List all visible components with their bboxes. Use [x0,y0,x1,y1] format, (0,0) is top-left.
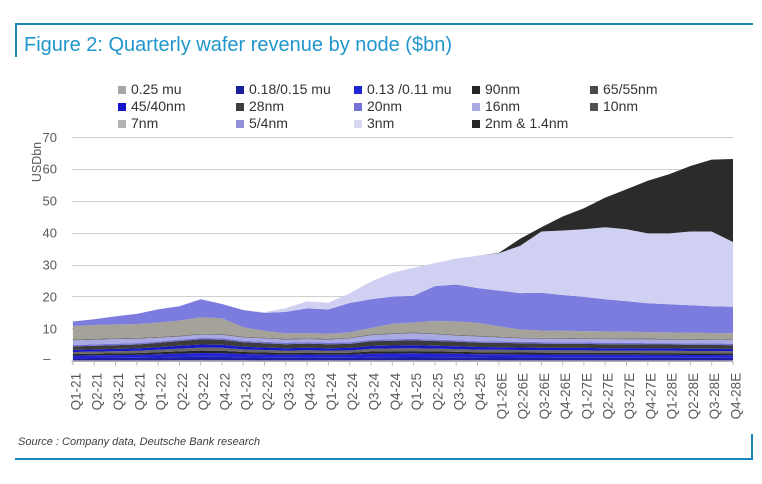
svg-text:Q1-23: Q1-23 [239,373,254,411]
svg-text:Q4-28E: Q4-28E [729,373,744,420]
svg-text:Q3-25: Q3-25 [452,373,467,411]
svg-text:Q2-26E: Q2-26E [516,373,531,420]
svg-text:Q1-26E: Q1-26E [494,373,509,420]
svg-text:Q4-27E: Q4-27E [643,373,658,420]
svg-text:28nm: 28nm [249,98,284,114]
svg-text:Q4-21: Q4-21 [132,373,147,411]
svg-text:–: – [43,351,51,366]
svg-text:50: 50 [43,194,57,209]
svg-text:Q3-22: Q3-22 [196,373,211,411]
svg-text:5/4nm: 5/4nm [249,115,288,131]
svg-text:Q2-25: Q2-25 [430,373,445,411]
svg-text:40: 40 [43,226,57,241]
svg-text:Q2-23: Q2-23 [260,373,275,411]
svg-text:30: 30 [43,258,57,273]
svg-text:90nm: 90nm [485,81,520,97]
svg-text:0.25 mu: 0.25 mu [131,81,182,97]
svg-text:USDbn: USDbn [30,142,44,182]
svg-text:20: 20 [43,289,57,304]
svg-text:Q4-24: Q4-24 [388,372,403,410]
svg-text:Q2-28E: Q2-28E [686,373,701,420]
svg-text:0.18/0.15 mu: 0.18/0.15 mu [249,81,331,97]
svg-text:Q2-24: Q2-24 [345,372,360,410]
svg-text:Source : Company data, Deutsch: Source : Company data, Deutsche Bank res… [18,436,260,448]
svg-text:Q3-28E: Q3-28E [707,373,722,420]
svg-text:Q1-22: Q1-22 [154,373,169,411]
svg-text:16nm: 16nm [485,98,520,114]
svg-text:Q3-27E: Q3-27E [622,373,637,420]
svg-text:Q4-23: Q4-23 [303,373,318,411]
svg-text:Q2-22: Q2-22 [175,373,190,411]
svg-text:70: 70 [43,130,57,145]
svg-text:10nm: 10nm [603,98,638,114]
svg-text:2nm & 1.4nm: 2nm & 1.4nm [485,115,568,131]
svg-text:Q1-24: Q1-24 [324,372,339,410]
svg-text:Q1-25: Q1-25 [409,373,424,411]
svg-text:0.13 /0.11 mu: 0.13 /0.11 mu [367,81,452,97]
svg-text:Figure 2: Quarterly wafer reve: Figure 2: Quarterly wafer revenue by nod… [24,34,452,56]
svg-text:60: 60 [43,162,57,177]
svg-text:7nm: 7nm [131,115,158,131]
svg-text:45/40nm: 45/40nm [131,98,185,114]
svg-text:Q2-21: Q2-21 [90,373,105,411]
svg-text:20nm: 20nm [367,98,402,114]
svg-text:Q1-28E: Q1-28E [665,373,680,420]
svg-text:Q3-24: Q3-24 [367,372,382,410]
svg-text:Q4-26E: Q4-26E [558,373,573,420]
svg-text:Q3-23: Q3-23 [281,373,296,411]
svg-text:Q2-27E: Q2-27E [601,373,616,420]
svg-text:Q4-22: Q4-22 [218,373,233,411]
svg-text:Q1-27E: Q1-27E [579,373,594,420]
svg-text:Q3-26E: Q3-26E [537,373,552,420]
svg-text:Q1-21: Q1-21 [68,373,83,411]
svg-text:3nm: 3nm [367,115,394,131]
svg-text:65/55nm: 65/55nm [603,81,657,97]
svg-text:10: 10 [43,321,57,336]
svg-text:Q3-21: Q3-21 [111,373,126,411]
svg-text:Q4-25: Q4-25 [473,373,488,411]
